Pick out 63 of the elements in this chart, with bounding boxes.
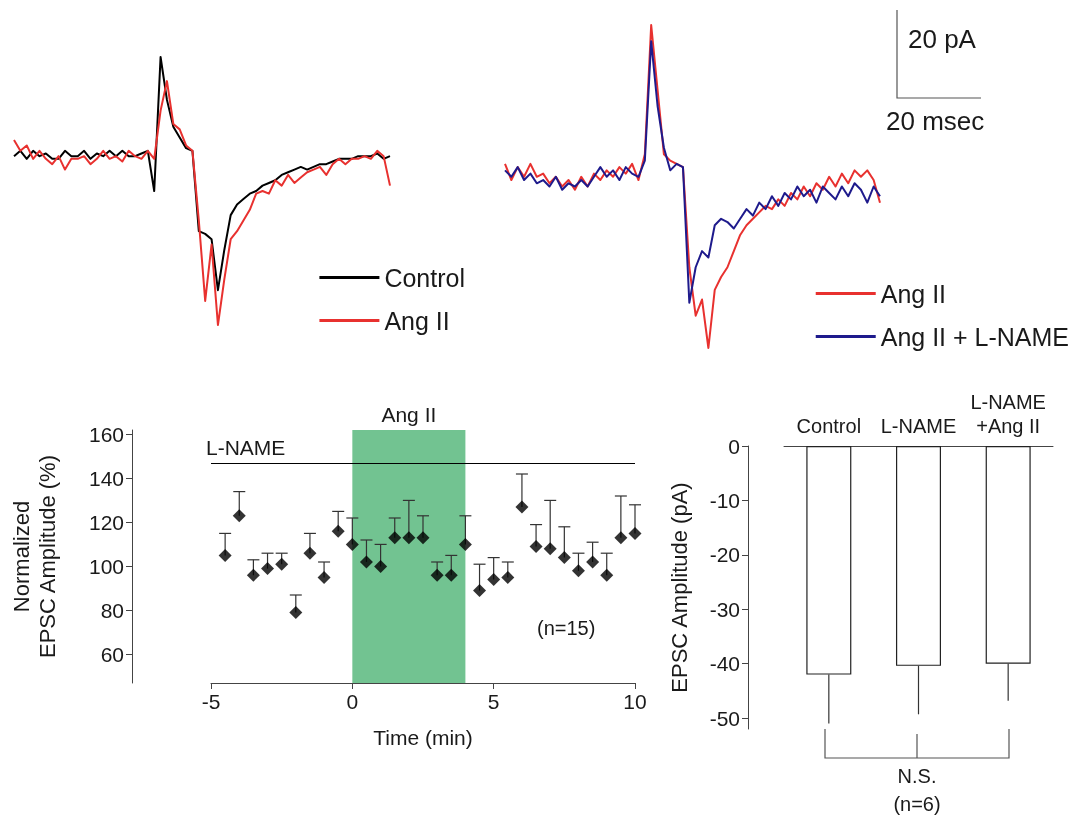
point [571,564,585,578]
point [444,568,458,582]
point [473,584,487,598]
text: N.S. [897,765,937,787]
y-tick-label: -20 [709,543,740,567]
point [628,526,642,540]
x-tick-label: 10 [623,690,647,713]
point [487,573,501,587]
point [458,537,472,551]
point [557,551,571,565]
band-label: Ang II [381,403,437,426]
y-tick-label: 120 [88,510,124,534]
ref-line-label: L-NAME [206,436,286,459]
point [402,531,416,545]
point [543,542,557,556]
y-tick-label: -50 [709,706,740,730]
point [218,548,232,562]
point [416,531,430,545]
point [232,509,246,523]
x-axis-title: Time (min) [373,726,473,749]
y-axis-title: EPSC Amplitude (pA) [666,482,692,693]
annotation: (n=15) [537,617,596,639]
point [246,568,260,582]
point [614,531,628,545]
x-tick-label: Control [796,415,862,437]
point [529,540,543,554]
y-tick-label: 140 [88,466,124,490]
point [331,524,345,538]
point [388,531,402,545]
y-tick-label: 60 [100,642,124,666]
point [430,568,444,582]
x-tick-label: 5 [487,690,500,713]
legend-label: Ang II + L-NAME [880,322,1070,351]
point [345,537,359,551]
y-tick-label: 100 [88,554,124,578]
text: (n=6) [893,793,941,815]
point [303,546,317,560]
y-tick-label: -40 [709,652,740,676]
x-tick-label: -5 [201,690,221,713]
text: 20 msec [886,106,985,136]
point [289,606,303,620]
point [275,557,289,571]
point [600,568,614,582]
point [317,570,331,584]
y-tick-label: 0 [728,434,740,458]
legend-label: Control [384,263,465,292]
y-tick-label: -30 [709,597,740,621]
point [359,555,373,569]
y-tick-label: 80 [100,598,124,622]
legend-label: Ang II [384,306,450,335]
point [501,570,515,584]
text: 20 pA [908,24,977,54]
point [374,559,388,573]
x-tick-label: L-NAME +Ang II [970,391,1046,437]
point [586,555,600,569]
point [261,562,275,576]
y-tick-label: -10 [709,488,740,512]
y-tick-label: 160 [88,422,124,446]
x-tick-label: L-NAME [880,415,957,437]
point [515,500,529,514]
legend-label: Ang II [880,279,947,308]
x-tick-label: 0 [346,690,359,713]
y-axis-title: Normalized EPSC Amplitude (%) [8,455,60,658]
